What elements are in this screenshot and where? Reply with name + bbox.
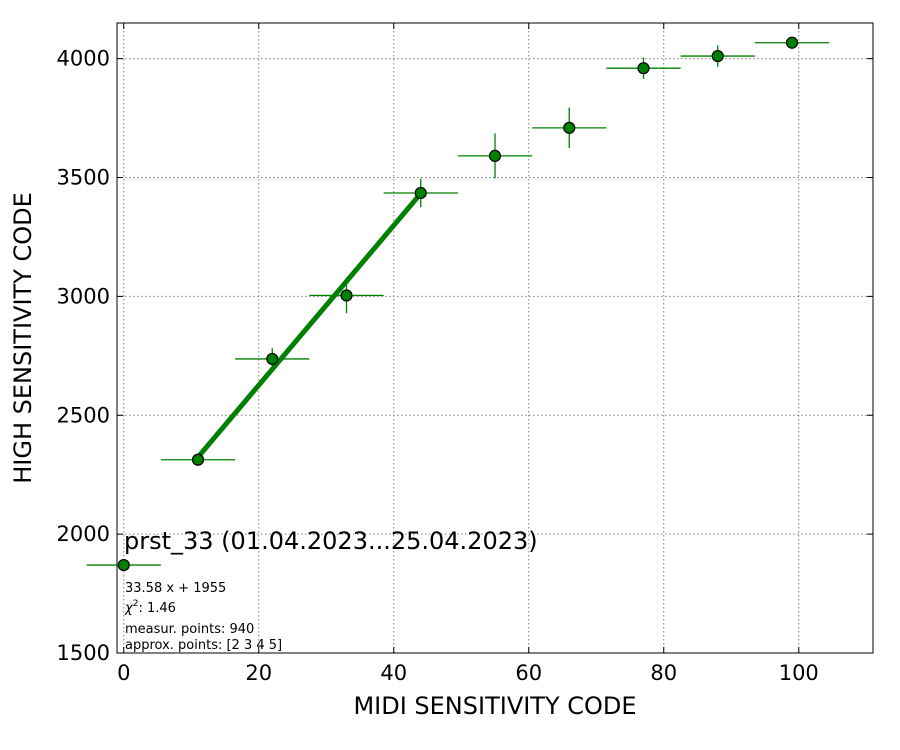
legend-approx-points: approx. points: [2 3 4 5] xyxy=(125,638,282,653)
legend: prst_33 (01.04.2023...25.04.2023) 33.58 … xyxy=(86,527,538,653)
legend-fit-equation: 33.58 x + 1955 xyxy=(125,581,226,596)
legend-chi2-symbol: χ xyxy=(124,601,134,616)
legend-measur-points: measur. points: 940 xyxy=(125,622,254,637)
data-point-marker xyxy=(340,289,353,302)
data-point-marker xyxy=(785,36,799,49)
tick-layer: 0 20 40 60 80 100 1500 2000 2500 3000 3500 4000 xyxy=(57,23,873,685)
data-point-marker xyxy=(563,121,576,134)
y-axis-label: HIGH SENSITIVITY CODE xyxy=(9,192,37,484)
fit-line xyxy=(196,191,423,459)
x-axis-label: MIDI SENSITIVITY CODE xyxy=(353,692,636,720)
point-layer xyxy=(160,36,830,466)
plot-background xyxy=(117,23,873,653)
data-point-marker xyxy=(191,453,205,466)
x-tick-label: 80 xyxy=(650,661,677,685)
data-point-marker xyxy=(711,49,724,63)
legend-marker xyxy=(117,558,130,572)
legend-chi2-value: : 1.46 xyxy=(138,601,175,616)
x-tick-label: 20 xyxy=(245,661,272,685)
y-tick-label: 2000 xyxy=(57,522,110,546)
grid-layer xyxy=(117,23,873,654)
legend-marker-layer xyxy=(86,558,161,572)
x-tick-label: 0 xyxy=(117,661,130,685)
fit-layer xyxy=(196,191,423,459)
data-point-marker xyxy=(266,352,279,366)
x-tick-label: 40 xyxy=(380,661,407,685)
plot-frame xyxy=(116,22,874,654)
y-tick-label: 1500 xyxy=(57,641,110,665)
y-tick-label: 2500 xyxy=(57,403,110,427)
x-tick-label: 100 xyxy=(779,661,819,685)
data-point-marker xyxy=(637,62,650,75)
legend-title: prst_33 (01.04.2023...25.04.2023) xyxy=(124,527,538,555)
y-tick-label: 3000 xyxy=(57,284,110,308)
data-point-marker xyxy=(414,186,427,200)
legend-chi2-sup: 2 xyxy=(133,599,139,609)
data-point-marker xyxy=(488,149,502,162)
legend-chi2: χ2: 1.46 xyxy=(124,599,176,616)
y-tick-label: 4000 xyxy=(57,47,110,71)
y-tick-label: 3500 xyxy=(57,166,110,190)
x-tick-label: 60 xyxy=(515,661,542,685)
